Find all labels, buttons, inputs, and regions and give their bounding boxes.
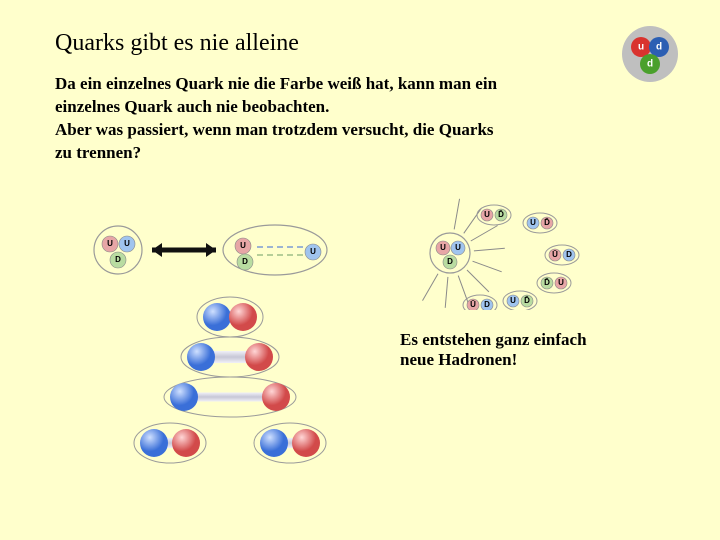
svg-text:U: U xyxy=(455,243,461,252)
svg-text:U: U xyxy=(510,296,516,305)
svg-text:U: U xyxy=(124,239,130,248)
svg-text:Ū: Ū xyxy=(552,250,558,259)
svg-text:D: D xyxy=(242,257,248,266)
svg-text:D̄: D̄ xyxy=(544,218,550,227)
page-title: Quarks gibt es nie alleine xyxy=(55,30,665,57)
svg-text:D: D xyxy=(484,300,490,309)
separation-diagram: UUDUDU xyxy=(90,215,330,285)
svg-text:U: U xyxy=(440,243,446,252)
hadron-burst-diagram: UUDUD̄UD̄ŪDD̄UUD̄ŪD xyxy=(410,195,670,310)
proton-icon: udd xyxy=(618,24,682,88)
intro-l3: Aber was passiert, wenn man trotzdem ver… xyxy=(55,120,494,139)
intro-l4: zu trennen? xyxy=(55,143,141,162)
svg-text:U: U xyxy=(310,247,316,256)
svg-text:U: U xyxy=(240,241,246,250)
caption-l2: neue Hadronen! xyxy=(400,350,517,369)
svg-text:D̄: D̄ xyxy=(524,296,530,305)
svg-text:D̄: D̄ xyxy=(544,278,550,287)
svg-text:d: d xyxy=(656,42,662,53)
caption-l1: Es entstehen ganz einfach xyxy=(400,330,587,349)
svg-text:D̄: D̄ xyxy=(498,210,504,219)
svg-text:D: D xyxy=(566,250,572,259)
svg-text:D: D xyxy=(447,257,453,266)
intro-l2: einzelnes Quark auch nie beobachten. xyxy=(55,97,329,116)
intro-l1: Da ein einzelnes Quark nie die Farbe wei… xyxy=(55,74,497,93)
svg-text:U: U xyxy=(530,218,536,227)
svg-text:Ū: Ū xyxy=(470,300,476,309)
svg-text:U: U xyxy=(484,210,490,219)
confinement-diagram xyxy=(115,295,345,495)
svg-text:u: u xyxy=(638,42,644,53)
svg-text:d: d xyxy=(647,59,653,70)
svg-text:D: D xyxy=(115,255,121,264)
result-caption: Es entstehen ganz einfach neue Hadronen! xyxy=(400,330,587,370)
svg-text:U: U xyxy=(558,278,564,287)
svg-text:U: U xyxy=(107,239,113,248)
intro-text: Da ein einzelnes Quark nie die Farbe wei… xyxy=(55,73,595,165)
